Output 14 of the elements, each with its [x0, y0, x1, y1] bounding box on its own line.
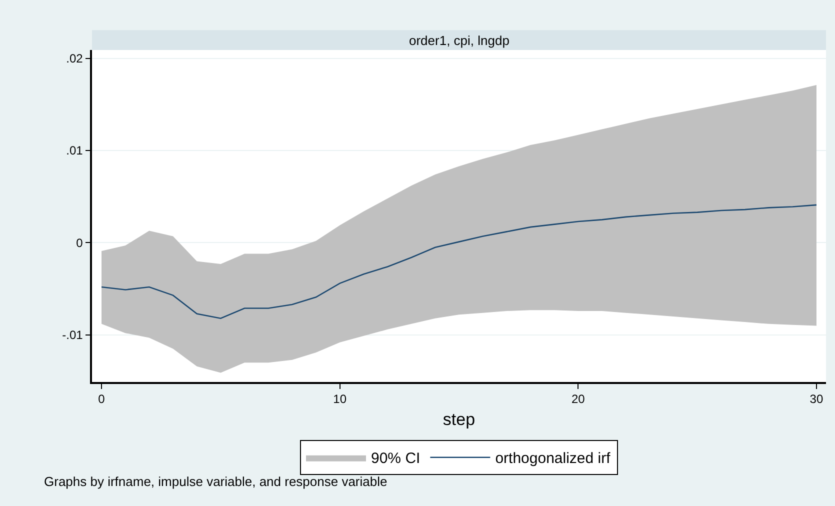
legend-label: 90% CI — [371, 450, 420, 468]
y-tick-label: 0 — [76, 236, 84, 250]
x-tick-label: 10 — [333, 392, 347, 406]
y-tick-label: .01 — [66, 144, 84, 158]
text: Graphs by irfname, impulse variable, and response variable — [44, 474, 388, 489]
chart-title: order1, cpi, lngdp — [409, 33, 510, 48]
y-tick-label: -.01 — [62, 328, 84, 342]
y-tick-label: .02 — [66, 52, 84, 66]
legend-label: orthogonalized irf — [495, 450, 612, 468]
x-tick-label: 0 — [98, 392, 106, 406]
x-tick-label: 20 — [571, 392, 586, 406]
x-axis-title: step — [442, 410, 476, 430]
x-tick-label: 30 — [810, 392, 824, 406]
line-series — [100, 204, 818, 320]
